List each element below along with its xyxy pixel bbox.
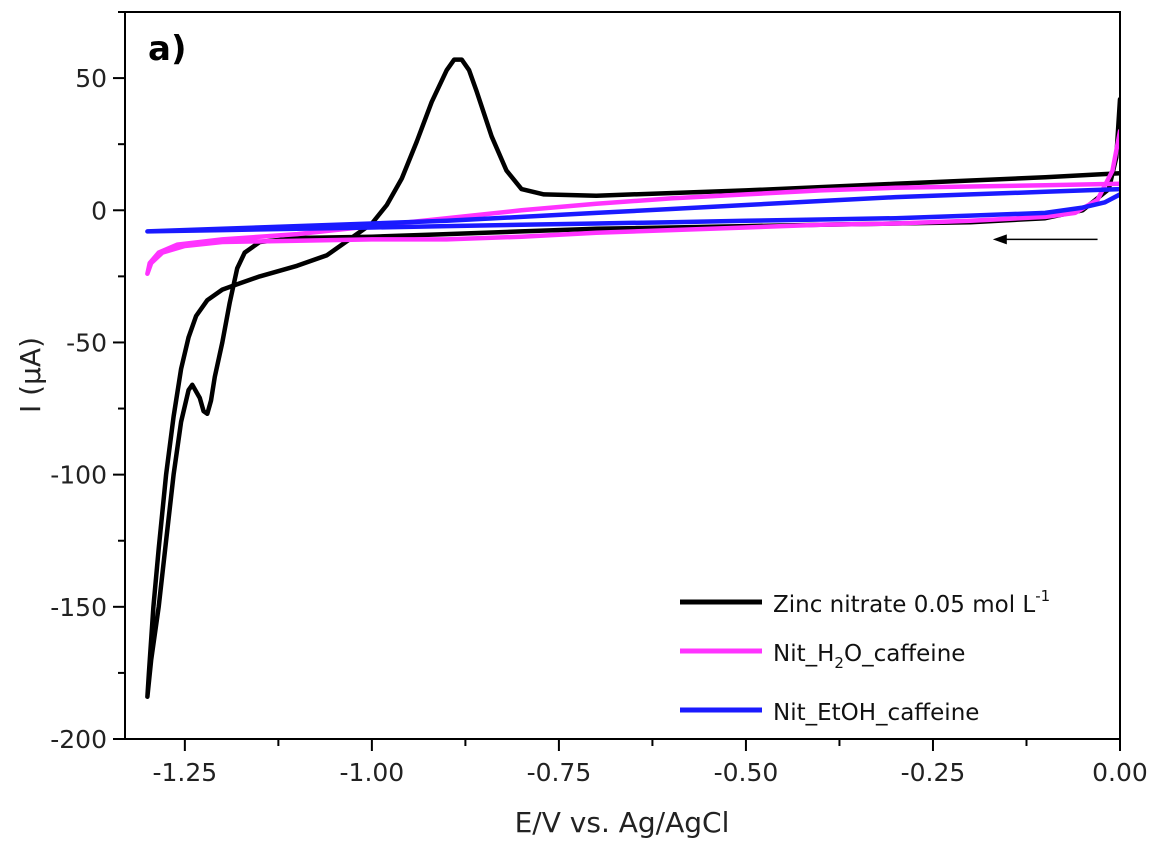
y-tick-label: -200: [50, 725, 107, 754]
y-axis: 50 0 -50 -100 -150 -200: [50, 11, 125, 754]
x-tick-label: -0.50: [714, 758, 779, 787]
legend-label-nit-h2o-caffeine: Nit_H2O_caffeine: [773, 641, 965, 672]
series-layer: [145, 57, 1120, 699]
scan-direction-arrow: [992, 234, 1098, 245]
y-tick-label: 0: [91, 196, 107, 225]
x-axis: -1.25 -1.00 -0.75 -0.50 -0.25 0.00: [153, 739, 1148, 787]
x-tick-label: -0.25: [901, 758, 966, 787]
panel-label: a): [148, 29, 186, 69]
y-axis-title: I (μA): [14, 337, 47, 413]
series-line-zinc-nitrate-0-05-mol-l-1: [145, 57, 1120, 699]
y-tick-label: -100: [50, 461, 107, 490]
x-tick-label: -1.25: [153, 758, 218, 787]
legend-label-nit-etoh-caffeine: Nit_EtOH_caffeine: [773, 700, 979, 726]
series-line-nit-h2o-caffeine: [145, 128, 1120, 276]
legend: Zinc nitrate 0.05 mol L-1 Nit_H2O_caffei…: [680, 587, 1050, 726]
x-axis-title: E/V vs. Ag/AgCl: [515, 806, 730, 839]
legend-label-zinc-nitrate: Zinc nitrate 0.05 mol L-1: [773, 587, 1050, 618]
series-line-nit-etoh-caffeine: [145, 186, 1120, 234]
y-tick-label: 50: [75, 64, 107, 93]
y-tick-label: -50: [66, 328, 107, 357]
x-tick-label: 0.00: [1092, 758, 1148, 787]
x-tick-label: -1.00: [340, 758, 405, 787]
x-tick-label: -0.75: [527, 758, 592, 787]
plot-frame: [124, 11, 1121, 740]
arrow-head-icon: [992, 234, 1007, 245]
y-tick-label: -150: [50, 593, 107, 622]
